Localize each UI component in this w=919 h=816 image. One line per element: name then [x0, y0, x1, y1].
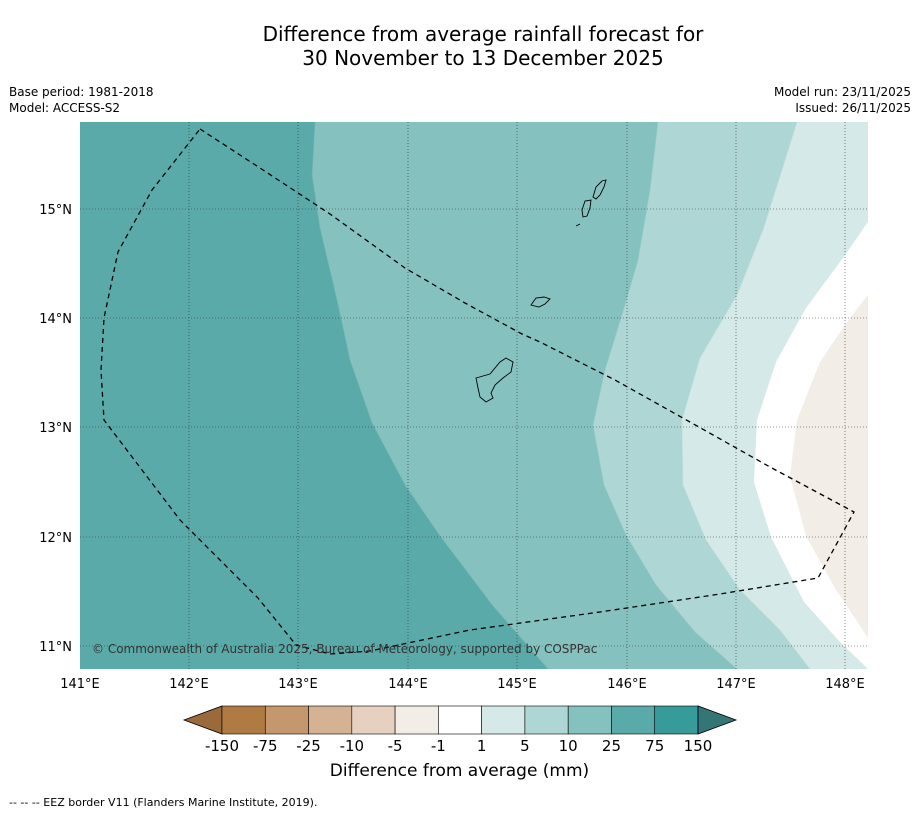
lon-label: 141°E [60, 677, 100, 692]
lon-label: 142°E [169, 677, 209, 692]
colorbar-swatch [481, 705, 526, 735]
colorbar-swatch [394, 705, 439, 735]
colorbar-swatch [438, 705, 482, 735]
meta-left: Base period: 1981-2018 Model: ACCESS-S2 [9, 84, 154, 116]
copyright-text: © Commonwealth of Australia 2025, Bureau… [92, 642, 597, 656]
colorbar-swatch [308, 705, 353, 735]
colorbar-tick-label: -150 [205, 737, 239, 755]
colorbar-tick-label: 75 [645, 737, 664, 755]
colorbar-swatch [221, 705, 266, 735]
lon-label: 147°E [716, 677, 756, 692]
colorbar-tick-label: 150 [684, 737, 713, 755]
contour-line-5 [592, 122, 738, 669]
eez-border [100, 128, 855, 655]
model-name: Model: ACCESS-S2 [9, 101, 121, 115]
lon-label: 143°E [278, 677, 318, 692]
colorbar-tick-label: -5 [388, 737, 403, 755]
map-plot-area: © Commonwealth of Australia 2025, Bureau… [80, 122, 868, 669]
colorbar-swatch [524, 705, 569, 735]
map-title: Difference from average rainfall forecas… [0, 22, 919, 70]
colorbar-tick-label: -25 [296, 737, 321, 755]
colorbar-swatch [351, 705, 396, 735]
colorbar-swatch [264, 705, 309, 735]
lon-label: 146°E [607, 677, 647, 692]
meta-right: Model run: 23/11/2025 Issued: 26/11/2025 [774, 84, 911, 116]
colorbar-tick-label: -75 [253, 737, 278, 755]
colorbar-tick-label: 10 [559, 737, 578, 755]
lat-label: 12°N [39, 531, 72, 546]
title-line-2: 30 November to 13 December 2025 [302, 46, 664, 70]
model-run: Model run: 23/11/2025 [773, 85, 911, 99]
lon-axis: 141°E 142°E 143°E 144°E 145°E 146°E 147°… [60, 677, 865, 692]
gridlines [80, 122, 868, 669]
colorbar-swatch [654, 705, 699, 735]
colorbar-tick-label: 25 [602, 737, 621, 755]
island-tinian [581, 199, 592, 218]
islands [475, 179, 607, 403]
issued-date: Issued: 26/11/2025 [795, 101, 911, 115]
island-aguijan [575, 223, 581, 227]
lat-axis: 15°N 14°N 13°N 12°N 11°N [39, 203, 72, 655]
colorbar-swatch [567, 705, 612, 735]
island-rota [530, 296, 551, 308]
colorbar: -150 -75 -25 -10 -5 -1 1 5 10 25 75 150 [182, 705, 738, 755]
lat-label: 15°N [39, 203, 72, 218]
contour-line-10 [311, 122, 549, 669]
island-guam [475, 357, 514, 403]
colorbar-tick-label: -10 [340, 737, 365, 755]
colorbar-extend-low [182, 705, 223, 735]
title-line-1: Difference from average rainfall forecas… [262, 22, 704, 46]
colorbar-tick-label: 1 [477, 737, 487, 755]
lat-label: 13°N [39, 421, 72, 436]
lon-label: 148°E [825, 677, 865, 692]
colorbar-tick-label: 5 [520, 737, 530, 755]
island-saipan [592, 179, 607, 200]
contour-line-1 [681, 122, 811, 669]
lon-label: 145°E [497, 677, 537, 692]
colorbar-tick-label: -1 [431, 737, 446, 755]
lat-label: 14°N [39, 312, 72, 327]
base-period: Base period: 1981-2018 [9, 85, 154, 99]
band-minus5-minus1 [790, 295, 868, 638]
colorbar-title: Difference from average (mm) [329, 761, 590, 781]
colorbar-extend-high [697, 705, 738, 735]
eez-legend-text: -- -- -- EEZ border V11 (Flanders Marine… [9, 796, 318, 809]
lon-label: 144°E [388, 677, 428, 692]
lat-label: 11°N [39, 640, 72, 655]
colorbar-swatch [611, 705, 656, 735]
